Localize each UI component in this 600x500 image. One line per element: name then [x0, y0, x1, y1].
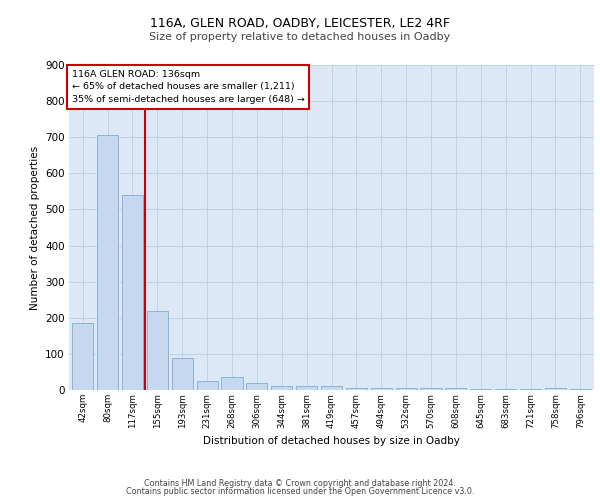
Text: Size of property relative to detached houses in Oadby: Size of property relative to detached ho… — [149, 32, 451, 42]
Bar — [72, 323, 93, 390]
Bar — [445, 388, 466, 390]
Bar — [470, 389, 491, 390]
Bar — [271, 386, 292, 390]
X-axis label: Distribution of detached houses by size in Oadby: Distribution of detached houses by size … — [203, 436, 460, 446]
Bar — [122, 195, 143, 390]
Y-axis label: Number of detached properties: Number of detached properties — [29, 146, 40, 310]
Bar — [495, 389, 516, 390]
Bar — [296, 386, 317, 390]
Text: 116A GLEN ROAD: 136sqm
← 65% of detached houses are smaller (1,211)
35% of semi-: 116A GLEN ROAD: 136sqm ← 65% of detached… — [71, 70, 305, 104]
Text: Contains HM Land Registry data © Crown copyright and database right 2024.: Contains HM Land Registry data © Crown c… — [144, 478, 456, 488]
Bar — [172, 358, 193, 390]
Text: Contains public sector information licensed under the Open Government Licence v3: Contains public sector information licen… — [126, 487, 474, 496]
Bar — [221, 378, 242, 390]
Bar — [97, 136, 118, 390]
Bar — [395, 388, 417, 390]
Bar — [421, 388, 442, 390]
Bar — [321, 386, 342, 390]
Text: 116A, GLEN ROAD, OADBY, LEICESTER, LE2 4RF: 116A, GLEN ROAD, OADBY, LEICESTER, LE2 4… — [150, 18, 450, 30]
Bar — [346, 388, 367, 390]
Bar — [545, 388, 566, 390]
Bar — [520, 389, 541, 390]
Bar — [147, 310, 168, 390]
Bar — [570, 389, 591, 390]
Bar — [246, 383, 268, 390]
Bar — [371, 388, 392, 390]
Bar — [197, 381, 218, 390]
